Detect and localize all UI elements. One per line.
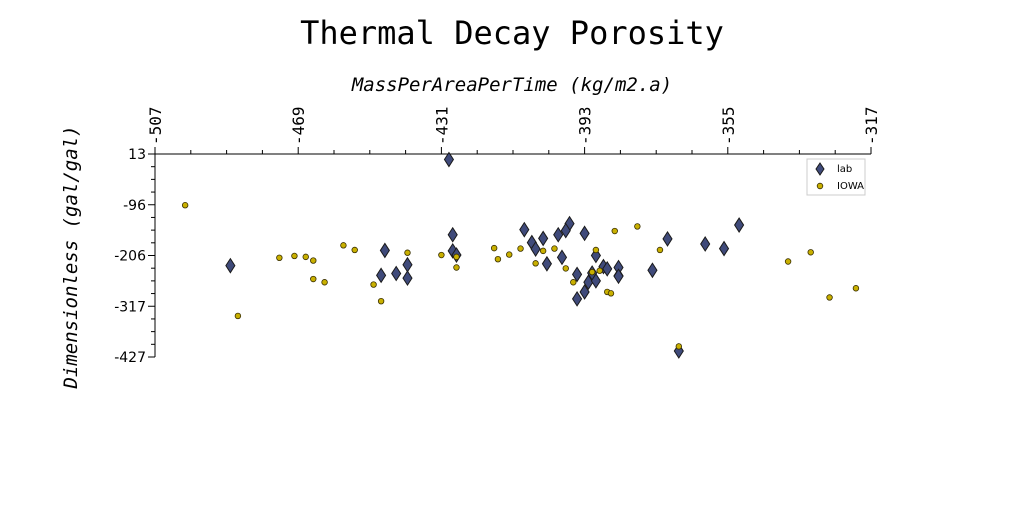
iowa-point: [634, 223, 641, 230]
lab-point: [579, 284, 590, 300]
iowa-point: [181, 202, 189, 209]
iowa-point: [784, 258, 792, 265]
lab-point: [718, 240, 730, 257]
y-tick-label: 13: [128, 147, 146, 163]
y-tick-label: -96: [123, 198, 146, 214]
legend: lab IOWA: [806, 158, 866, 196]
lab-point: [379, 242, 390, 259]
lab-point: [662, 230, 673, 247]
lab-point: [583, 274, 594, 291]
iowa-point: [596, 267, 603, 274]
iowa-point: [340, 242, 347, 249]
iowa-point: [611, 227, 618, 235]
lab-point: [530, 241, 541, 257]
iowa-point: [404, 249, 411, 256]
x-tick-label: -507: [146, 106, 165, 145]
lab-point: [541, 255, 553, 272]
iowa-point: [302, 253, 309, 261]
iowa-point: [506, 251, 513, 258]
x-axis-title: MassPerAreaPerTime (kg/m2.a): [351, 74, 672, 96]
legend-lab-marker: [815, 162, 825, 176]
lab-point: [556, 249, 568, 266]
lab-point: [590, 272, 601, 289]
iowa-point: [532, 260, 539, 267]
lab-point: [571, 266, 583, 283]
legend-label: IOWA: [837, 181, 864, 192]
lab-point: [391, 265, 402, 282]
lab-point: [602, 260, 613, 277]
iowa-point: [438, 251, 445, 259]
iowa-point: [494, 255, 502, 263]
iowa-point: [592, 246, 600, 254]
lab-point: [519, 221, 530, 238]
iowa-point: [351, 246, 358, 254]
iowa-point: [310, 275, 317, 283]
lab-point: [560, 222, 571, 239]
iowa-point: [234, 312, 242, 320]
lab-point: [443, 151, 455, 168]
iowa-point: [588, 268, 596, 276]
lab-point: [700, 236, 711, 252]
x-tick-label: -355: [719, 106, 738, 145]
iowa-point: [453, 264, 460, 271]
data-points: [181, 151, 860, 359]
lab-point: [571, 290, 583, 307]
iowa-point: [607, 290, 615, 297]
iowa-point: [570, 279, 577, 286]
iowa-point: [656, 246, 664, 254]
iowa-point: [551, 245, 558, 252]
iowa-point: [370, 281, 377, 288]
legend-label: lab: [837, 164, 852, 175]
iowa-point: [807, 249, 814, 256]
lab-point: [538, 230, 549, 247]
lab-point: [447, 226, 458, 243]
iowa-point: [826, 294, 833, 301]
axes: [154, 153, 871, 357]
lab-point: [553, 226, 564, 243]
x-tick-label: -431: [432, 106, 451, 145]
iowa-point: [321, 279, 328, 286]
x-tick-label: -317: [862, 106, 881, 145]
lab-point: [402, 256, 413, 273]
lab-point: [613, 268, 624, 285]
iowa-point: [453, 253, 460, 261]
iowa-point: [291, 252, 298, 260]
y-tick-label: -427: [114, 350, 146, 366]
iowa-point: [377, 297, 385, 305]
lab-point: [225, 257, 236, 274]
x-tick-label: -393: [576, 106, 595, 145]
chart-title: Thermal Decay Porosity: [300, 14, 724, 52]
iowa-point: [517, 245, 524, 252]
lab-point: [402, 270, 413, 287]
iowa-point: [539, 247, 547, 255]
iowa-point: [562, 265, 569, 272]
legend-box: [806, 158, 866, 196]
lab-point: [734, 217, 745, 233]
x-tick-label: -469: [289, 106, 308, 145]
y-tick-label: -317: [114, 299, 146, 315]
legend-iowa-marker: [816, 182, 824, 190]
iowa-point: [490, 244, 498, 252]
lab-point: [647, 262, 658, 279]
iowa-point: [276, 254, 283, 262]
ticks: -507 -469 -431 -393 -355 -317 13 -96 -206 -317 -42…: [114, 106, 881, 366]
iowa-point: [310, 257, 317, 264]
lab-point: [579, 225, 590, 242]
lab-point: [376, 267, 387, 284]
iowa-point: [675, 343, 683, 350]
y-tick-label: -206: [114, 249, 146, 265]
y-axis-title: Dimensionless (gal/gal): [60, 125, 82, 389]
iowa-point: [852, 285, 860, 292]
